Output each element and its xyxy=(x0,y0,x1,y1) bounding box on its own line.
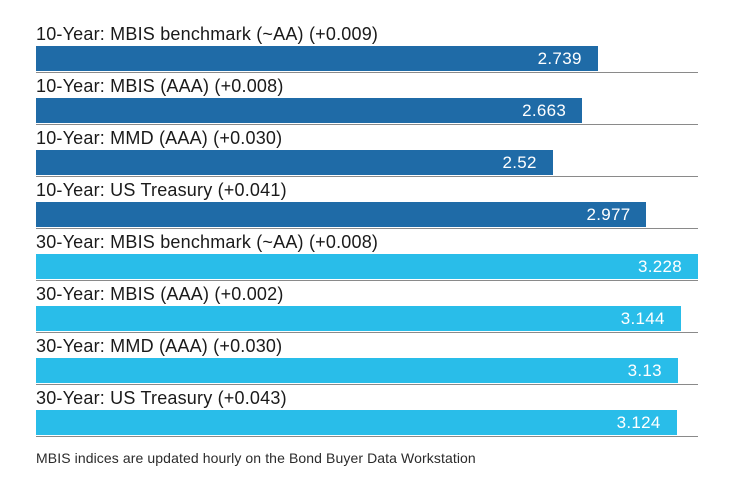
bar-track: 3.144 xyxy=(36,306,698,333)
bar-category-label: 10-Year: MMD (AAA) (+0.030) xyxy=(36,128,283,148)
bar-category-label: 30-Year: MMD (AAA) (+0.030) xyxy=(36,336,283,356)
bar-rows-container: 10-Year: MBIS benchmark (~AA) (+0.009) 2.… xyxy=(36,21,698,437)
chart-footnote: MBIS indices are updated hourly on the B… xyxy=(36,450,476,466)
bar: 2.977 xyxy=(36,202,647,227)
bar-track: 2.52 xyxy=(36,150,698,177)
bar-category-label: 10-Year: MBIS (AAA) (+0.008) xyxy=(36,76,284,96)
chart-row: 30-Year: MBIS (AAA) (+0.002) 3.144 xyxy=(36,281,698,333)
bar-track: 2.977 xyxy=(36,202,698,229)
bar-value-label: 3.13 xyxy=(627,361,662,380)
bar-category-label: 30-Year: MBIS benchmark (~AA) (+0.008) xyxy=(36,232,379,252)
bar-value-label: 2.52 xyxy=(502,153,537,172)
bar: 2.663 xyxy=(36,98,583,123)
bar: 3.144 xyxy=(36,306,681,331)
yield-bar-chart: 10-Year: MBIS benchmark (~AA) (+0.009) 2.… xyxy=(36,21,698,466)
bar-value-label: 2.977 xyxy=(586,205,631,224)
bar-track: 2.739 xyxy=(36,46,698,73)
chart-row: 30-Year: MMD (AAA) (+0.030) 3.13 xyxy=(36,333,698,385)
chart-row: 10-Year: US Treasury (+0.041) 2.977 xyxy=(36,177,698,229)
bar-track: 3.13 xyxy=(36,358,698,385)
bar-value-label: 2.739 xyxy=(537,49,582,68)
bar-category-label: 30-Year: MBIS (AAA) (+0.002) xyxy=(36,284,284,304)
chart-row: 30-Year: MBIS benchmark (~AA) (+0.008) 3.… xyxy=(36,229,698,281)
bar: 3.228 xyxy=(36,254,698,279)
chart-row: 30-Year: US Treasury (+0.043) 3.124 xyxy=(36,385,698,437)
bar: 2.739 xyxy=(36,46,598,71)
chart-row: 10-Year: MMD (AAA) (+0.030) 2.52 xyxy=(36,125,698,177)
bar-track: 3.228 xyxy=(36,254,698,281)
bar-category-label: 10-Year: MBIS benchmark (~AA) (+0.009) xyxy=(36,24,379,44)
bar: 2.52 xyxy=(36,150,553,175)
bar-category-label: 10-Year: US Treasury (+0.041) xyxy=(36,180,287,200)
bar-value-label: 3.124 xyxy=(616,413,661,432)
bar-value-label: 3.144 xyxy=(620,309,665,328)
bar-track: 2.663 xyxy=(36,98,698,125)
bar-category-label: 30-Year: US Treasury (+0.043) xyxy=(36,388,287,408)
chart-row: 10-Year: MBIS (AAA) (+0.008) 2.663 xyxy=(36,73,698,125)
chart-row: 10-Year: MBIS benchmark (~AA) (+0.009) 2.… xyxy=(36,21,698,73)
bar: 3.124 xyxy=(36,410,677,435)
bar: 3.13 xyxy=(36,358,678,383)
bar-value-label: 2.663 xyxy=(522,101,567,120)
bar-track: 3.124 xyxy=(36,410,698,437)
bar-value-label: 3.228 xyxy=(637,257,682,276)
